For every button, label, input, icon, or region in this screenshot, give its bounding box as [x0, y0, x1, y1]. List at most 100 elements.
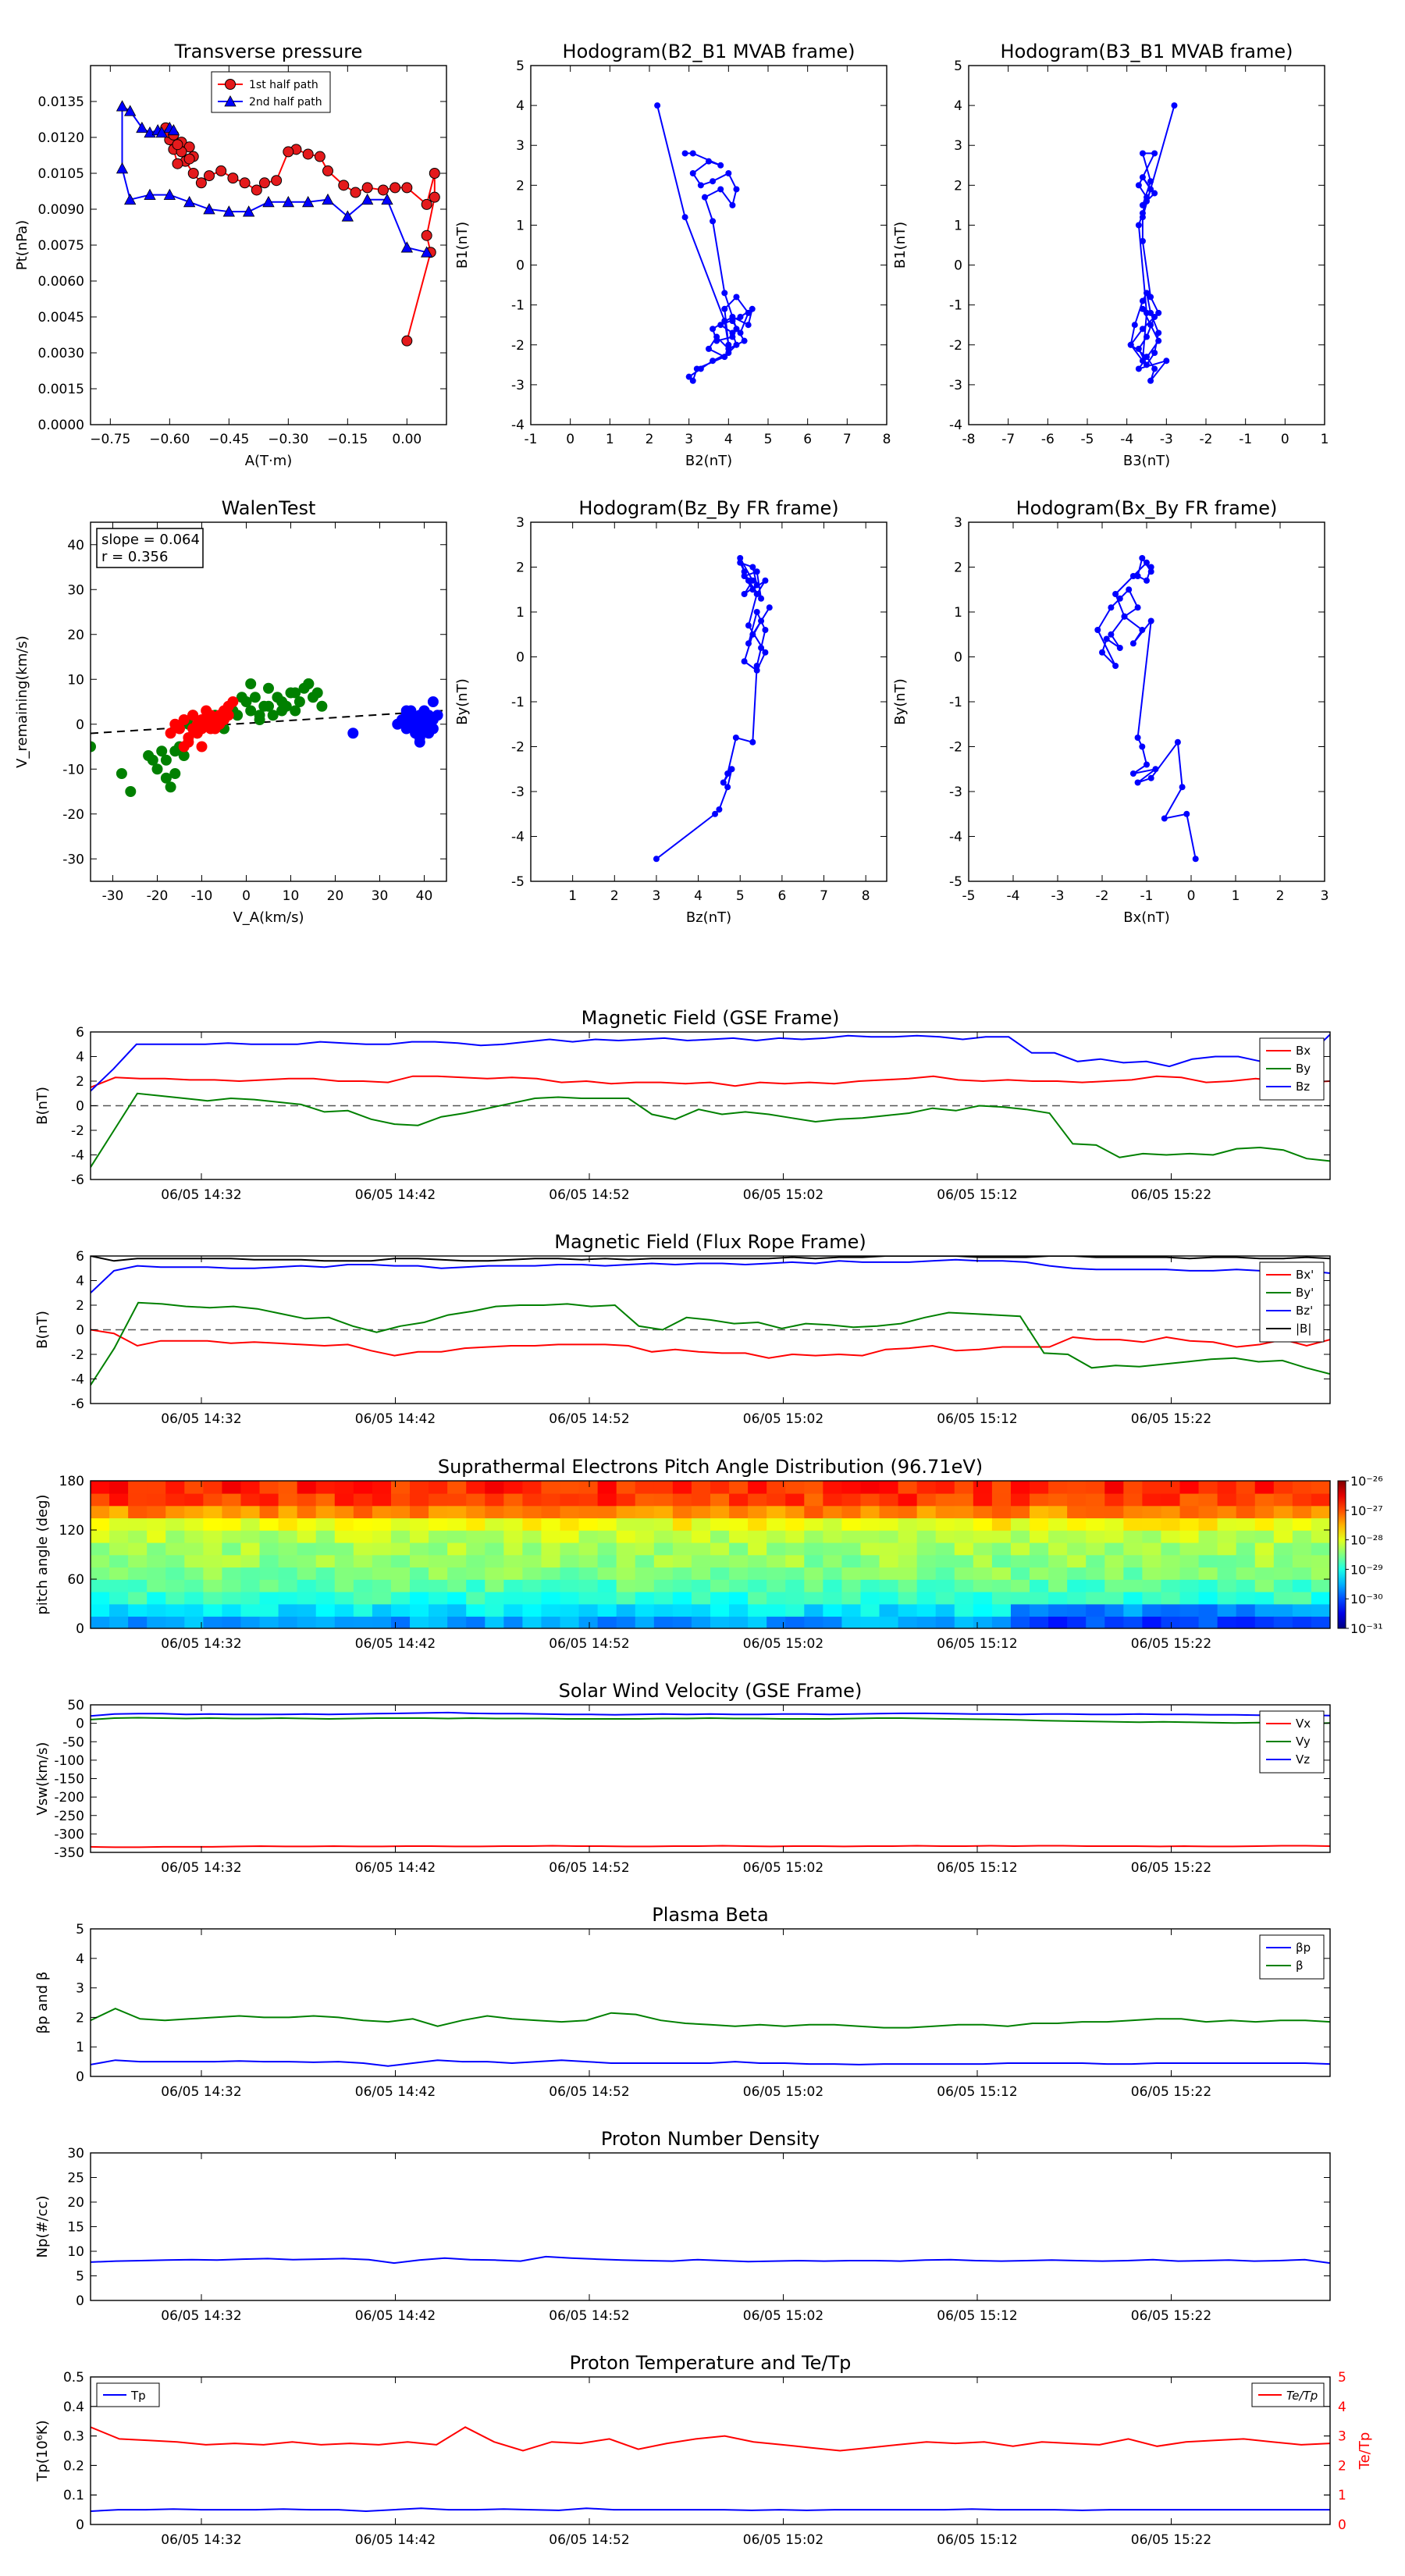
heatmap-cell: [222, 1616, 242, 1628]
y-tick-label: 0.0000: [38, 418, 84, 433]
data-point: [753, 591, 760, 597]
heatmap-cell: [184, 1517, 205, 1531]
heatmap-cell: [954, 1505, 974, 1519]
panel-pad: Suprathermal Electrons Pitch Angle Distr…: [34, 1456, 1383, 1652]
heatmap-cell: [729, 1567, 749, 1580]
x-tick-label: 06/05 14:32: [161, 2532, 241, 2548]
heatmap-cell: [1067, 1517, 1087, 1531]
heatmap-cell: [653, 1505, 674, 1519]
heatmap-cell: [1010, 1567, 1030, 1580]
heatmap-cell: [1179, 1481, 1200, 1494]
heatmap-cell: [390, 1517, 411, 1531]
data-point: [429, 168, 440, 179]
data-point: [322, 193, 334, 205]
y-tick-label: 4: [76, 1274, 84, 1290]
heatmap-cell: [1236, 1616, 1256, 1628]
heatmap-cell: [390, 1591, 411, 1605]
heatmap-cell: [841, 1530, 862, 1543]
heatmap-cell: [635, 1603, 655, 1617]
data-point: [753, 609, 760, 615]
heatmap-cell: [1179, 1493, 1200, 1507]
heatmap-cell: [541, 1517, 561, 1531]
data-point: [258, 177, 270, 189]
y-axis-label: Te/Tp: [1357, 2432, 1373, 2471]
heatmap-cell: [748, 1530, 767, 1543]
y-tick-label: 50: [67, 1698, 84, 1713]
plot-area: [653, 555, 773, 863]
data-point: [1135, 345, 1142, 352]
heatmap-cell: [297, 1554, 317, 1568]
heatmap-cell: [748, 1517, 767, 1531]
x-axis-label: A(T·m): [245, 453, 293, 469]
data-point: [1129, 640, 1136, 647]
heatmap-cell: [390, 1603, 411, 1617]
data-point: [762, 627, 769, 633]
heatmap-cell: [165, 1603, 186, 1617]
heatmap-cell: [935, 1505, 955, 1519]
x-tick-label: 06/05 14:32: [161, 1411, 241, 1427]
heatmap-cell: [240, 1517, 261, 1531]
heatmap-cell: [879, 1481, 899, 1494]
data-point: [389, 182, 401, 194]
data-point: [144, 188, 156, 201]
heatmap-cell: [672, 1505, 692, 1519]
x-tick-label: 4: [724, 432, 733, 447]
data-point: [174, 723, 185, 735]
heatmap-cell: [653, 1603, 674, 1617]
heatmap-cell: [991, 1579, 1012, 1592]
heatmap-cell: [1161, 1603, 1181, 1617]
heatmap-cell: [1236, 1505, 1256, 1519]
data-point: [1112, 663, 1119, 669]
heatmap-cell: [334, 1567, 354, 1580]
x-tick-label: 2: [646, 432, 654, 447]
data-point: [311, 687, 323, 699]
series-2nd-half-path: [116, 100, 433, 258]
heatmap-cell: [522, 1505, 542, 1519]
heatmap-cell: [898, 1554, 918, 1568]
data-point: [762, 577, 769, 584]
heatmap-cell: [109, 1591, 129, 1605]
heatmap-cell: [297, 1481, 317, 1494]
series-line-Bx: [91, 1329, 1330, 1359]
heatmap-cell: [1067, 1493, 1087, 1507]
heatmap-cell: [597, 1591, 617, 1605]
heatmap-cell: [429, 1616, 448, 1628]
heatmap-cell: [729, 1616, 749, 1628]
heatmap-cell: [767, 1517, 787, 1531]
heatmap-cell: [390, 1579, 411, 1592]
heatmap-cell: [1142, 1579, 1162, 1592]
heatmap-cell: [429, 1493, 448, 1507]
heatmap-cell: [1179, 1616, 1200, 1628]
data-point: [689, 377, 696, 384]
data-point: [183, 195, 196, 208]
x-tick-label: 06/05 14:42: [355, 2532, 436, 2548]
y-tick-label: 2: [954, 560, 962, 576]
heatmap-cell: [541, 1530, 561, 1543]
heatmap-cell: [1142, 1603, 1162, 1617]
heatmap-cell: [165, 1542, 186, 1556]
heatmap-cell: [1030, 1505, 1049, 1519]
heatmap-cell: [804, 1567, 824, 1580]
heatmap-cell: [898, 1567, 918, 1580]
heatmap-cell: [1086, 1554, 1106, 1568]
heatmap-cell: [447, 1567, 468, 1580]
heatmap-cell: [1142, 1530, 1162, 1543]
panel-mag-fr: Magnetic Field (Flux Rope Frame) 06/05 14…: [34, 1231, 1331, 1427]
data-point: [125, 786, 137, 797]
y-tick-label: 0: [76, 1099, 84, 1115]
data-point: [1147, 568, 1154, 575]
heatmap-cell: [785, 1616, 806, 1628]
data-point: [710, 326, 717, 333]
data-point: [653, 856, 660, 863]
colorbar-tick-label: 10⁻²⁶: [1350, 1474, 1383, 1489]
y-tick-label: -4: [71, 1148, 84, 1164]
data-point: [169, 768, 181, 779]
data-point: [172, 158, 183, 169]
heatmap-cell: [841, 1493, 862, 1507]
axes-frame: [530, 65, 887, 425]
heatmap-cell: [973, 1517, 993, 1531]
x-tick-label: 06/05 14:42: [355, 1636, 436, 1652]
colorbar-bar: [1337, 1480, 1346, 1629]
legend-label: Vx: [1296, 1717, 1311, 1731]
heatmap-cell: [560, 1567, 580, 1580]
